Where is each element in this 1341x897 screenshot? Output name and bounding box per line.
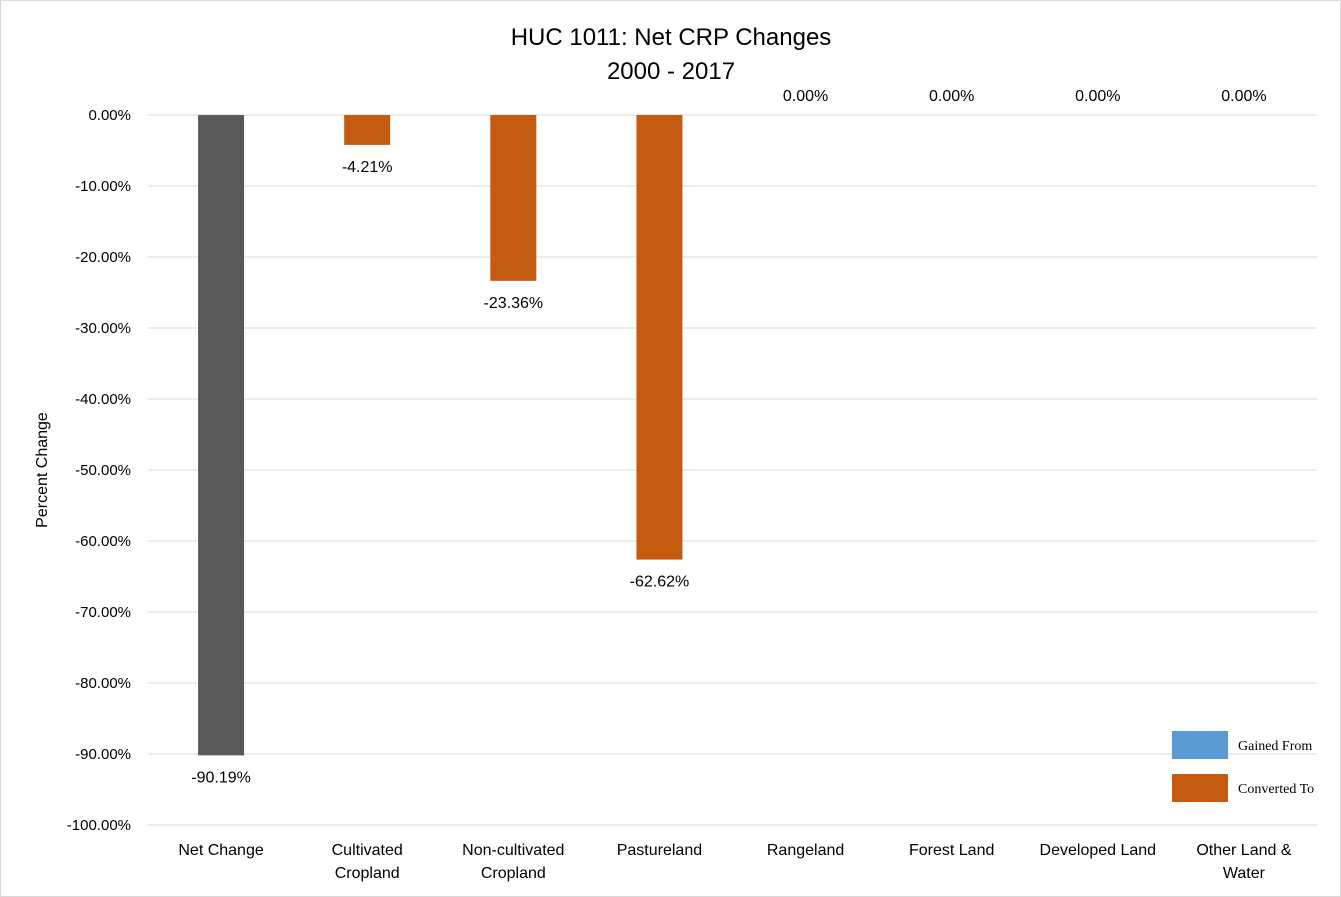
y-tick-label: -10.00% <box>75 178 131 195</box>
bar <box>198 115 245 756</box>
y-tick-label: -40.00% <box>75 391 131 408</box>
bars <box>198 115 683 756</box>
bar <box>636 115 683 560</box>
legend-swatch-gained-from <box>1172 731 1228 759</box>
bar <box>490 115 537 281</box>
y-tick-label: -50.00% <box>75 462 131 479</box>
data-label: -23.36% <box>484 295 544 312</box>
y-axis-label: Percent Change <box>34 412 51 528</box>
x-category-label: Other Land & <box>1196 842 1292 859</box>
x-category-label: Pastureland <box>617 842 702 859</box>
y-tick-label: -60.00% <box>75 533 131 550</box>
y-axis-ticks: 0.00% -10.00% -20.00% -30.00% -40.00% -50.00%… <box>67 107 131 834</box>
data-label: 0.00% <box>929 88 974 105</box>
x-category-label: Net Change <box>178 842 263 859</box>
data-label: 0.00% <box>783 88 828 105</box>
chart-title-line-2: 2000 - 2017 <box>607 58 735 85</box>
x-category-label: Developed Land <box>1040 842 1157 859</box>
x-category-label: Forest Land <box>909 842 994 859</box>
y-tick-label: -70.00% <box>75 604 131 621</box>
y-tick-label: -100.00% <box>67 817 131 834</box>
x-axis-categories: Net Change Cultivated Cropland Non-cultivat… <box>178 842 1291 882</box>
chart-title-line-1: HUC 1011: Net CRP Changes <box>511 24 832 51</box>
data-labels: -90.19% -4.21% -23.36% -62.62% 0.00% 0.00% 0.0… <box>191 88 1266 786</box>
bar <box>344 115 391 145</box>
x-category-label: Cropland <box>335 865 400 882</box>
data-label: 0.00% <box>1075 88 1120 105</box>
data-label: 0.00% <box>1221 88 1266 105</box>
x-category-label: Cultivated <box>332 842 403 859</box>
legend-swatch-converted-to <box>1172 774 1228 802</box>
x-category-label: Cropland <box>481 865 546 882</box>
y-tick-label: 0.00% <box>88 107 131 124</box>
legend-label-converted-to: Converted To <box>1238 782 1314 797</box>
y-tick-label: -80.00% <box>75 675 131 692</box>
gridlines <box>148 114 1317 826</box>
legend: Gained From Converted To <box>1172 731 1314 802</box>
legend-label-gained-from: Gained From <box>1238 739 1312 754</box>
data-label: -62.62% <box>630 574 690 591</box>
x-category-label: Rangeland <box>767 842 844 859</box>
y-tick-label: -20.00% <box>75 249 131 266</box>
data-label: -4.21% <box>342 159 393 176</box>
y-tick-label: -90.00% <box>75 746 131 763</box>
x-category-label: Non-cultivated <box>462 842 564 859</box>
data-label: -90.19% <box>191 769 251 786</box>
y-tick-label: -30.00% <box>75 320 131 337</box>
x-category-label: Water <box>1223 865 1266 882</box>
